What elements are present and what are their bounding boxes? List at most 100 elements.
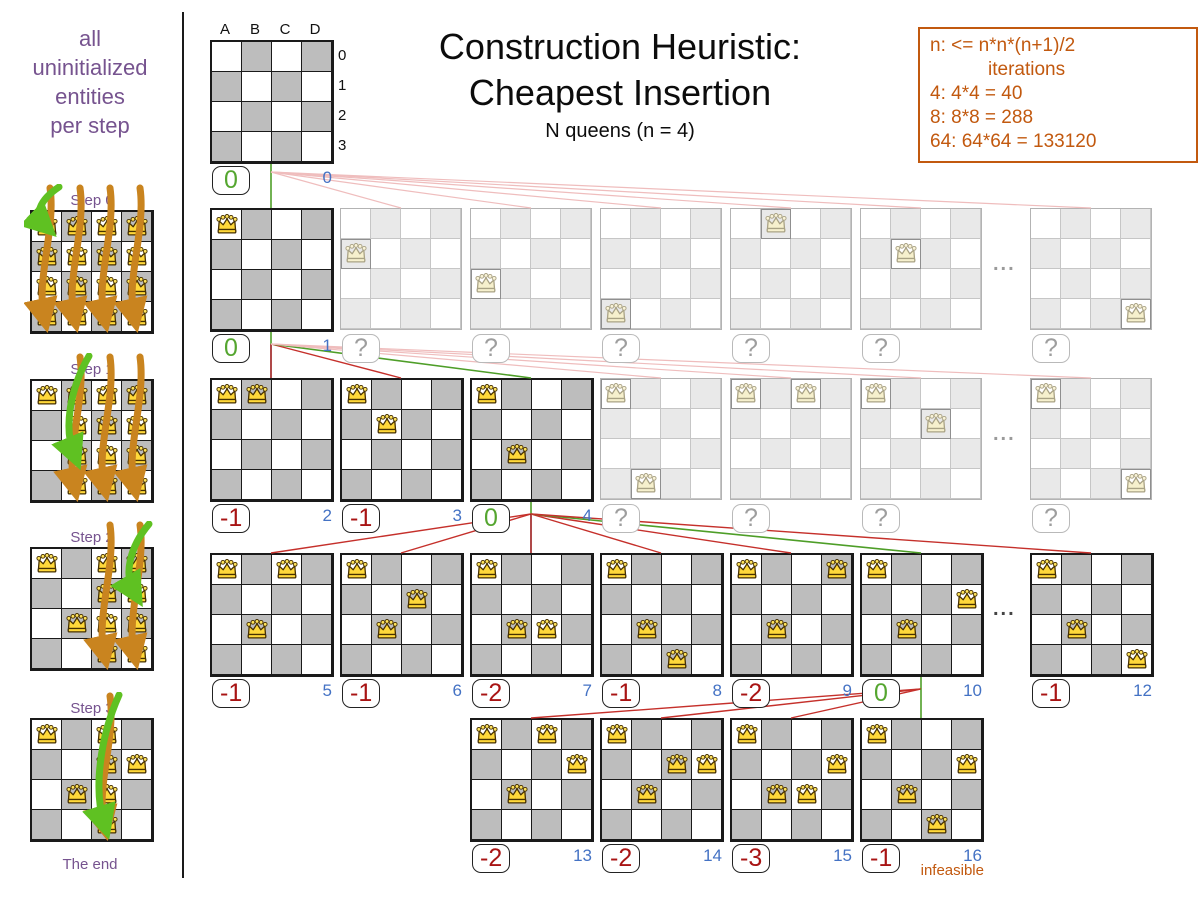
board-cell — [302, 42, 332, 72]
board-cell — [691, 299, 721, 329]
board-cell — [561, 269, 591, 299]
queen-icon — [376, 619, 398, 639]
queen-icon — [346, 384, 368, 404]
queen-icon — [96, 724, 118, 744]
board-cell — [661, 379, 691, 409]
board-cell — [562, 720, 592, 750]
board-cell — [212, 300, 242, 330]
board-cell — [501, 299, 531, 329]
board-cell — [891, 439, 921, 469]
queen-icon — [536, 619, 558, 639]
row-label: 2 — [338, 107, 347, 124]
board-cell — [921, 239, 951, 269]
queen-icon — [896, 784, 918, 804]
iteration-number: 7 — [582, 681, 592, 700]
queen-icon — [36, 385, 58, 405]
the-end-label: The end — [62, 856, 118, 873]
board-cell — [791, 239, 821, 269]
queen-cell-outline — [341, 239, 371, 269]
queen-icon — [406, 589, 428, 609]
board-cell — [242, 440, 272, 470]
queen-icon — [66, 246, 88, 266]
board-cell — [242, 240, 272, 270]
board-cell — [272, 132, 302, 162]
queen-icon — [96, 385, 118, 405]
queen-icon — [826, 754, 848, 774]
queen-icon — [96, 814, 118, 834]
iteration-number: 1 — [322, 336, 332, 355]
board-cell — [472, 410, 502, 440]
queen-icon — [736, 724, 758, 744]
board-cell — [1061, 209, 1091, 239]
queen-icon — [866, 559, 888, 579]
board-cell — [791, 469, 821, 499]
queen-icon — [66, 475, 88, 495]
queen-icon — [506, 784, 528, 804]
board-cell — [122, 720, 152, 750]
board-cell — [691, 209, 721, 239]
board-cell — [212, 270, 242, 300]
board-cell — [212, 615, 242, 645]
board-cell — [472, 780, 502, 810]
board-cell — [62, 750, 92, 780]
score-badge: ? — [602, 504, 640, 533]
board-cell — [432, 555, 462, 585]
queen-icon — [96, 216, 118, 236]
queen-icon — [536, 724, 558, 744]
board-cell — [302, 585, 332, 615]
score-badge: -1 — [602, 679, 641, 708]
queen-cell-outline — [1121, 469, 1151, 499]
board-cell — [1061, 379, 1091, 409]
board-cell — [502, 720, 532, 750]
board-cell — [762, 720, 792, 750]
queen-icon — [126, 754, 148, 774]
queen-icon — [126, 613, 148, 633]
chessboard — [210, 553, 334, 677]
board-cell — [691, 269, 721, 299]
board-cell — [1122, 615, 1152, 645]
board-cell — [1032, 585, 1062, 615]
queen-icon — [666, 649, 688, 669]
queen-cell-outline — [861, 379, 891, 409]
board-cell — [272, 102, 302, 132]
board-cell — [561, 299, 591, 329]
iteration-number: 6 — [452, 681, 462, 700]
board-cell — [32, 639, 62, 669]
queen-icon — [636, 619, 658, 639]
board-cell — [432, 440, 462, 470]
board-cell — [1091, 209, 1121, 239]
queen-icon — [66, 216, 88, 236]
board-cell — [431, 239, 461, 269]
board-cell — [891, 269, 921, 299]
queen-icon — [216, 559, 238, 579]
chessboard — [860, 208, 982, 330]
board-cell — [1031, 209, 1061, 239]
chessboard — [1030, 208, 1152, 330]
queen-icon — [36, 306, 58, 326]
caption-line: uninitialized — [32, 55, 148, 80]
queen-icon — [766, 784, 788, 804]
queen-icon — [1125, 473, 1147, 493]
board-cell — [212, 585, 242, 615]
board-cell — [761, 299, 791, 329]
queen-cell-outline — [761, 209, 791, 239]
queen-icon — [36, 276, 58, 296]
queen-icon — [66, 385, 88, 405]
score-badge: ? — [862, 334, 900, 363]
board-cell — [302, 240, 332, 270]
board-cell — [242, 555, 272, 585]
board-cell — [242, 410, 272, 440]
board-cell — [821, 469, 851, 499]
chessboard — [730, 718, 854, 842]
board-cell — [272, 72, 302, 102]
chessboard — [860, 378, 982, 500]
board-cell — [532, 380, 562, 410]
board-cell — [212, 440, 242, 470]
board-cell — [631, 379, 661, 409]
queen-icon — [1066, 619, 1088, 639]
chessboard — [600, 553, 724, 677]
board-cell — [661, 409, 691, 439]
iterations-info-box: n: <= n*n*(n+1)/2 iterations 4: 4*4 = 40… — [918, 27, 1198, 163]
board-cell — [471, 209, 501, 239]
